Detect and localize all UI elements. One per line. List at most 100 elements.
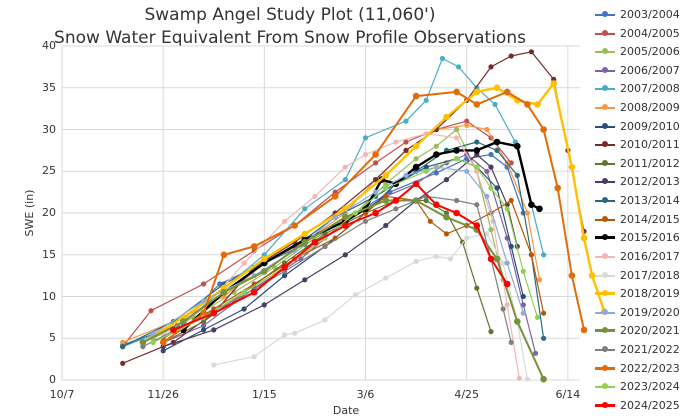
legend-swatch-marker [602,215,608,222]
data-point [241,306,247,312]
y-tick-label: 10 [42,289,56,303]
data-point [520,268,526,274]
legend-swatch-marker [602,159,608,166]
data-point [331,193,339,200]
data-point [504,302,510,308]
data-point [393,139,399,145]
data-point [261,255,268,263]
y-tick-label: 5 [49,331,56,345]
legend-label: 2006/2007 [620,63,680,77]
legend-item: 2023/2024 [592,378,684,397]
legend: 2003/2004 2004/2005 2005/2006 2006/2007 2007… [592,6,684,415]
data-point [413,258,419,264]
data-point [412,163,420,171]
data-point [474,202,480,208]
data-point [454,126,460,133]
data-point [439,55,445,62]
legend-item: 2019/2020 [592,304,684,323]
data-point [508,243,514,249]
legend-swatch-marker [602,141,608,148]
data-point [403,118,409,124]
data-point [342,252,348,258]
legend-item: 2024/2025 [592,397,684,416]
data-point [217,281,223,287]
data-point [454,156,460,162]
data-point [201,281,207,287]
data-point [464,168,470,174]
data-point [520,302,526,308]
legend-swatch-marker [602,178,608,185]
data-point [524,210,531,216]
data-point [484,193,490,199]
legend-label: 2005/2006 [620,45,680,59]
data-point [372,151,379,158]
data-point [433,201,440,208]
legend-item: 2013/2014 [592,192,684,211]
legend-swatch-marker [602,29,608,36]
data-point [508,339,514,345]
data-point [120,360,126,366]
legend-swatch-marker [602,66,608,73]
legend-item: 2007/2008 [592,80,684,99]
data-point [514,318,521,325]
data-point [342,177,348,183]
legend-item: 2004/2005 [592,25,684,44]
data-point [536,277,543,283]
legend-swatch-marker [602,364,608,371]
data-point [528,49,535,55]
x-axis-label: Date [332,404,360,417]
legend-item: 2006/2007 [592,62,684,81]
data-point [250,289,258,296]
data-point [580,326,588,334]
legend-item: 2021/2022 [592,341,684,360]
chart-title-line-2: Snow Water Equivalent From Snow Profile … [54,28,526,48]
series-line [122,153,524,346]
data-point [488,151,494,158]
data-point [454,197,460,204]
data-point [200,309,207,317]
data-point [403,172,409,178]
data-point [261,268,268,275]
data-point [291,222,299,229]
data-point [383,222,389,229]
data-point [473,222,481,229]
data-point [536,205,543,213]
data-point [453,209,460,217]
data-point [241,289,247,295]
data-point [494,185,500,191]
data-point [464,118,470,124]
data-point [454,135,460,141]
data-point [282,218,288,224]
data-point [251,354,257,360]
data-point [139,339,147,346]
data-point [588,272,596,279]
data-point [393,206,399,212]
y-tick-label: 35 [42,80,56,94]
data-point [550,80,557,87]
legend-label: 2004/2005 [620,26,680,40]
data-point [473,88,481,96]
data-point [500,260,506,266]
data-point [464,122,470,128]
legend-item: 2008/2009 [592,99,684,118]
legend-item: 2016/2017 [592,248,684,267]
data-point [312,193,318,199]
data-point [433,151,440,158]
data-point [541,335,547,341]
data-point [493,255,501,263]
data-point [493,84,501,92]
data-point [568,272,576,279]
data-point [201,319,207,325]
data-point [508,160,514,166]
data-point [433,143,439,149]
data-point [362,218,369,224]
data-point [301,230,309,238]
legend-label: 2017/2018 [620,268,680,282]
legend-item: 2003/2004 [592,6,684,25]
legend-item: 2017/2018 [592,267,684,286]
data-point [488,227,494,233]
data-point [201,327,207,333]
data-point [140,344,146,350]
data-point [504,206,510,212]
